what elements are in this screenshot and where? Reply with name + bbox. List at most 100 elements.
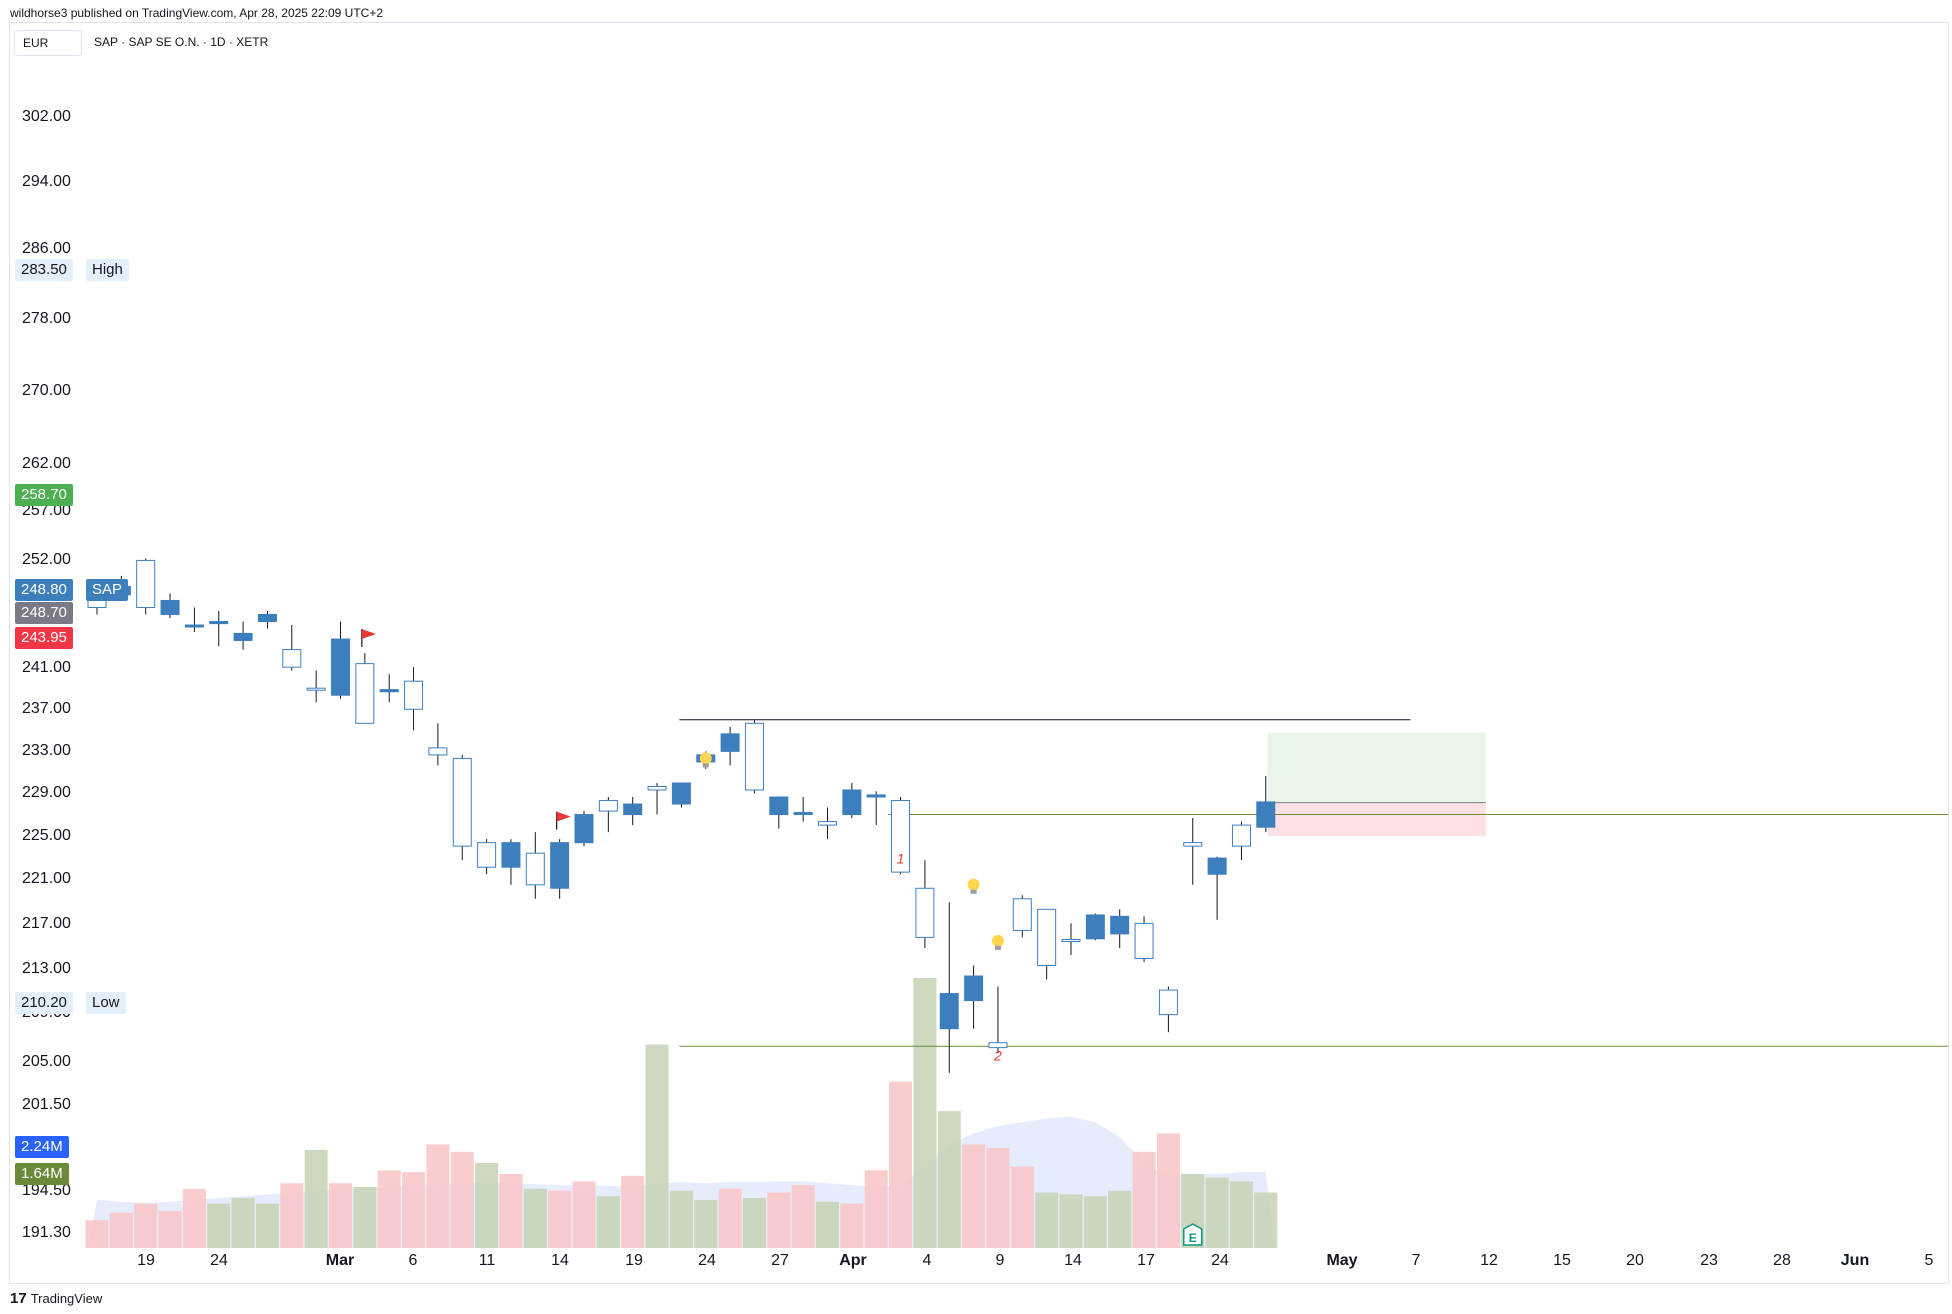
- candle-body: [793, 811, 813, 816]
- price-axis-label: 278.00: [22, 310, 71, 327]
- volume-bar: [913, 978, 937, 1248]
- price-tag-entry: 248.70: [15, 602, 73, 624]
- price-axis-label: 191.30: [22, 1224, 71, 1241]
- candle-body: [306, 687, 326, 691]
- candle-body: [525, 852, 545, 886]
- volume-bar: [669, 1190, 693, 1248]
- date-axis-label: 27: [771, 1252, 789, 1269]
- date-axis-label: 23: [1700, 1252, 1718, 1269]
- candle-body: [915, 887, 935, 938]
- candle-body: [891, 800, 911, 873]
- price-tag-last: 248.80: [15, 579, 73, 601]
- volume-bar: [1156, 1133, 1180, 1248]
- date-axis-label: Apr: [839, 1252, 867, 1269]
- price-tag-volume_ma: 1.64M: [15, 1163, 69, 1185]
- idea-bulb-base: [994, 945, 1001, 950]
- volume-bar: [182, 1188, 206, 1248]
- volume-bar: [889, 1081, 913, 1248]
- date-axis-label: 19: [625, 1252, 643, 1269]
- volume-bar: [377, 1170, 401, 1248]
- idea-bulb-base: [970, 889, 977, 894]
- price-axis-label: 194.50: [22, 1182, 71, 1199]
- price-tag-stop: 243.95: [15, 627, 73, 649]
- candle-body: [1231, 824, 1251, 847]
- date-axis-label: 6: [408, 1252, 418, 1269]
- price-axis-label: 225.00: [22, 827, 71, 844]
- volume-bar: [450, 1151, 474, 1248]
- date-axis-label: 19: [137, 1252, 155, 1269]
- volume-bar: [1132, 1151, 1156, 1248]
- candle-body: [1110, 915, 1130, 935]
- candle-body: [1158, 989, 1178, 1016]
- volume-bar: [937, 1111, 961, 1248]
- price-axis-label: 252.00: [22, 551, 71, 568]
- publish-info: wildhorse3 published on TradingView.com,…: [10, 6, 384, 20]
- brand-name: TradingView: [30, 1291, 103, 1306]
- candle-body: [1061, 939, 1081, 943]
- price-tag-name-low: Low: [86, 992, 126, 1014]
- price-axis-label: 229.00: [22, 784, 71, 801]
- candle-body: [355, 663, 375, 724]
- footer-brand[interactable]: 17 TradingView: [10, 1290, 102, 1307]
- candle-body: [501, 842, 521, 868]
- candle-body: [404, 680, 424, 710]
- date-axis-label: 4: [922, 1252, 932, 1269]
- price-tag-high: 283.50: [15, 259, 73, 281]
- candle-body: [964, 975, 984, 1002]
- date-axis-label: 7: [1411, 1252, 1421, 1269]
- candle-body: [136, 559, 156, 608]
- candle-body: [598, 800, 618, 812]
- candle-body: [209, 621, 229, 625]
- volume-bar: [962, 1144, 986, 1248]
- volume-bar: [1108, 1190, 1132, 1248]
- date-axis-label: 17: [1137, 1252, 1155, 1269]
- date-axis-label: 24: [1211, 1252, 1229, 1269]
- volume-bar: [986, 1148, 1010, 1248]
- volume-bar: [1229, 1181, 1253, 1248]
- volume-bar: [85, 1220, 109, 1248]
- price-axis-label: 270.00: [22, 382, 71, 399]
- flag-icon: [556, 811, 571, 822]
- wave-label: 2: [993, 1047, 1002, 1063]
- volume-bar: [621, 1175, 645, 1248]
- price-axis-label: 294.00: [22, 173, 71, 190]
- price-tag-name-high: High: [86, 259, 129, 281]
- price-tag-target: 258.70: [15, 484, 73, 506]
- volume-bar: [572, 1181, 596, 1248]
- date-axis-label: 5: [1924, 1252, 1934, 1269]
- price-axis-label: 233.00: [22, 742, 71, 759]
- earnings-label: E: [1189, 1231, 1197, 1245]
- stop-zone: [1267, 802, 1486, 836]
- date-axis-label: 14: [1064, 1252, 1082, 1269]
- candle-body: [1037, 908, 1057, 966]
- date-axis-label: 20: [1626, 1252, 1644, 1269]
- volume-bar: [402, 1172, 426, 1248]
- volume-bar: [231, 1198, 255, 1248]
- price-axis-label: 286.00: [22, 240, 71, 257]
- volume-bar: [548, 1190, 572, 1248]
- candle-body: [452, 757, 472, 847]
- idea-bulb-base: [702, 763, 709, 768]
- volume-bar: [596, 1196, 620, 1248]
- price-tag-name-last: SAP: [86, 579, 129, 601]
- candle-body: [1134, 922, 1154, 959]
- volume-bar: [523, 1188, 547, 1248]
- volume-bar: [1205, 1177, 1229, 1248]
- date-axis-label: 24: [210, 1252, 228, 1269]
- candle-body: [1012, 898, 1032, 931]
- candle-body: [769, 796, 789, 816]
- candle-body: [379, 689, 399, 693]
- volume-bar: [426, 1144, 450, 1248]
- date-axis-label: 11: [478, 1252, 496, 1269]
- currency-button[interactable]: EUR: [14, 30, 82, 56]
- price-axis-label: 262.00: [22, 455, 71, 472]
- wave-label: 1: [897, 851, 905, 867]
- date-axis-label: 9: [995, 1252, 1005, 1269]
- price-axis-label: 241.00: [22, 659, 71, 676]
- date-axis-label: May: [1326, 1252, 1358, 1269]
- volume-bar: [109, 1212, 133, 1248]
- price-axis-label: 257.00: [22, 502, 71, 519]
- target-zone: [1267, 732, 1486, 803]
- price-axis-label: 237.00: [22, 700, 71, 717]
